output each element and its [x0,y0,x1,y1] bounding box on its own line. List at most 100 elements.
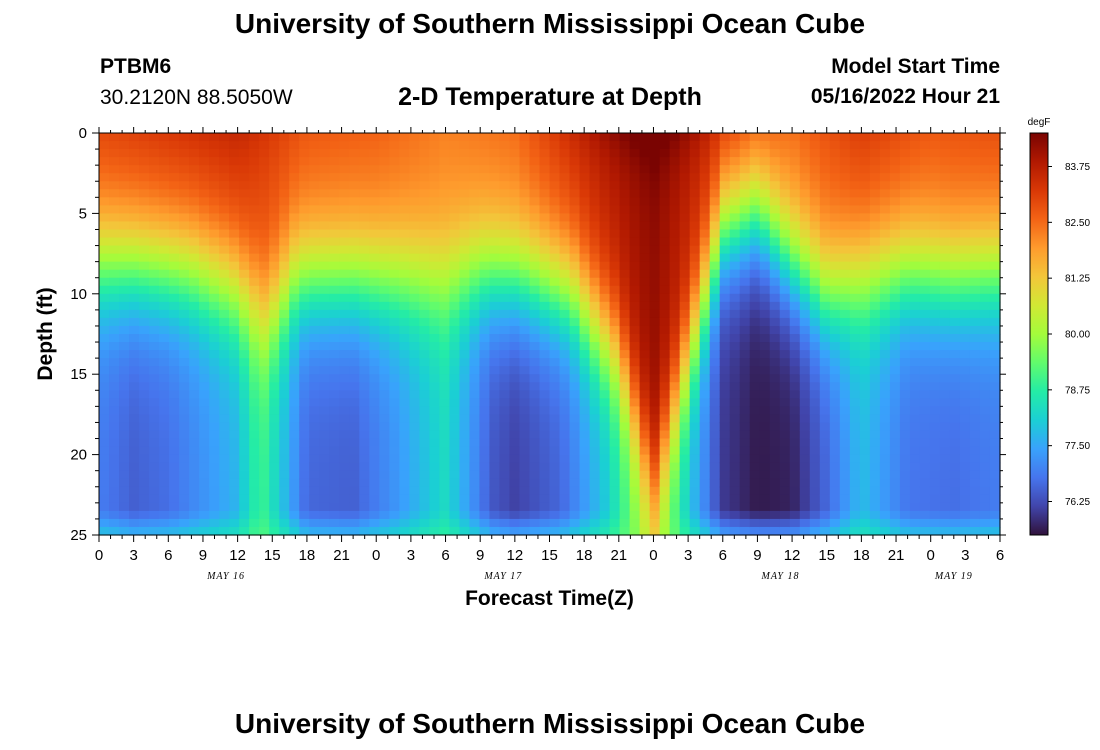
heatmap-cell [749,285,761,295]
heatmap-cell [959,221,971,231]
heatmap-cell [879,494,891,504]
heatmap-cell [359,374,370,383]
heatmap-cell [819,197,831,206]
heatmap-cell [789,181,801,190]
heatmap-cell [829,446,841,456]
heatmap-cell [119,301,130,311]
heatmap-cell [909,261,921,271]
heatmap-cell [729,221,741,231]
heatmap-cell [339,133,350,142]
heatmap-cell [639,317,651,327]
heatmap-cell [939,374,951,383]
heatmap-cell [949,350,961,359]
heatmap-cell [349,237,360,247]
heatmap-cell [969,293,981,303]
heatmap-cell [729,350,741,359]
x-tick-label: 15 [818,547,835,564]
heatmap-cell [199,414,210,424]
heatmap-cell [789,382,801,391]
heatmap-cell [319,358,330,367]
heatmap-cell [619,309,631,319]
heatmap-cell [629,173,641,182]
heatmap-cell [449,478,460,488]
heatmap-cell [549,269,561,279]
heatmap-cell [169,494,180,504]
heatmap-cell [419,462,430,472]
heatmap-cell [739,446,751,456]
heatmap-cell [229,502,240,512]
heatmap-cell [179,221,190,231]
heatmap-cell [129,478,140,488]
heatmap-cell [189,366,200,375]
heatmap-cell [99,446,110,456]
heatmap-cell [769,430,781,440]
heatmap-cell [909,406,921,415]
heatmap-cell [399,414,410,424]
heatmap-cell [589,382,601,391]
heatmap-cell [529,221,541,231]
heatmap-cell [149,205,160,214]
heatmap-cell [789,414,801,424]
heatmap-cell [989,285,1001,295]
x-tick-label: 6 [441,547,449,564]
heatmap-cell [459,325,471,335]
heatmap-cell [879,382,891,391]
heatmap-cell [529,414,541,424]
heatmap-cell [699,173,711,182]
heatmap-cell [689,350,701,359]
heatmap-cell [349,430,360,440]
heatmap-cell [149,269,160,279]
heatmap-cell [249,422,260,432]
heatmap-cell [549,486,561,496]
heatmap-cell [239,454,250,464]
heatmap-cell [179,334,190,343]
heatmap-cell [359,253,370,263]
heatmap-cell [569,454,581,464]
heatmap-cell [829,414,841,424]
heatmap-cell [519,237,531,247]
heatmap-cell [469,205,481,214]
heatmap-cell [699,181,711,190]
heatmap-cell [379,470,390,480]
heatmap-cell [769,358,781,367]
heatmap-cell [579,229,591,239]
heatmap-cell [229,221,240,231]
heatmap-cell [689,390,701,399]
heatmap-cell [299,173,310,182]
heatmap-cell [509,518,521,528]
heatmap-cell [789,189,801,198]
heatmap-cell [229,358,240,367]
heatmap-cell [849,293,861,303]
heatmap-cell [729,285,741,295]
heatmap-cell [199,334,210,343]
heatmap-cell [949,398,961,407]
heatmap-cell [529,342,541,351]
heatmap-cell [369,438,380,448]
heatmap-cell [939,165,951,174]
heatmap-cell [919,277,931,287]
heatmap-cell [919,245,931,255]
heatmap-cell [389,526,400,536]
heatmap-cell [809,358,821,367]
heatmap-cell [399,382,410,391]
heatmap-cell [519,470,531,480]
heatmap-cell [889,438,901,448]
heatmap-cell [569,358,581,367]
heatmap-cell [379,293,390,303]
heatmap-cell [679,518,691,528]
heatmap-cell [569,245,581,255]
heatmap-cell [249,414,260,424]
heatmap-cell [819,229,831,239]
heatmap-cell [969,325,981,335]
heatmap-cell [159,157,170,166]
heatmap-cell [119,526,130,536]
heatmap-cell [119,277,130,287]
heatmap-cell [709,205,721,214]
heatmap-cell [799,494,811,504]
heatmap-cell [339,173,350,182]
heatmap-cell [659,173,671,182]
heatmap-cell [369,494,380,504]
heatmap-cell [619,454,631,464]
heatmap-cell [419,446,430,456]
heatmap-cell [659,221,671,231]
